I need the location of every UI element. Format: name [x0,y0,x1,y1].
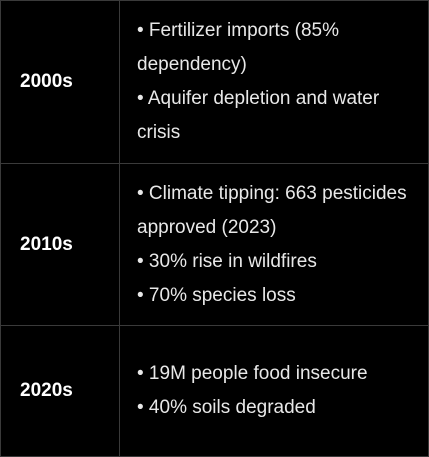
decade-points: • Fertilizer imports (85% dependency) • … [119,0,429,164]
list-item: • Climate tipping: 663 pesticides approv… [137,182,407,238]
list-item: • 40% soils degraded [137,397,316,418]
decade-points: • Climate tipping: 663 pesticides approv… [119,163,429,326]
table-row: 2020s • 19M people food insecure • 40% s… [0,325,429,457]
list-item: • 19M people food insecure [137,363,368,384]
table-row: 2010s • Climate tipping: 663 pesticides … [0,163,429,326]
list-item: • Fertilizer imports (85% dependency) [137,20,339,75]
decade-points: • 19M people food insecure • 40% soils d… [119,325,429,457]
decade-label: 2000s [0,0,120,164]
list-item: • 70% species loss [137,284,296,306]
decade-label: 2020s [0,325,120,457]
table-row: 2000s • Fertilizer imports (85% dependen… [0,0,429,164]
decade-label: 2010s [0,163,120,326]
list-item: • 30% rise in wildfires [137,250,317,272]
list-item: • Aquifer depletion and water crisis [137,88,380,143]
